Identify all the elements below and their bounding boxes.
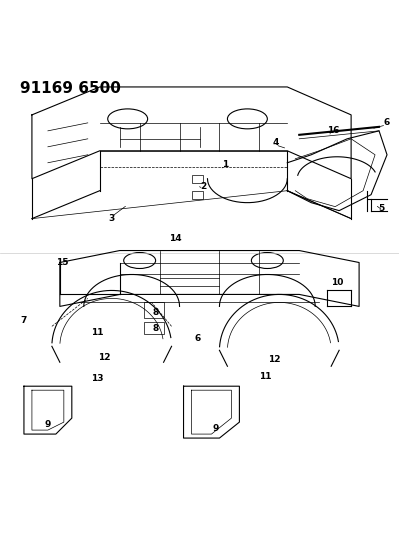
Text: 13: 13: [91, 374, 104, 383]
Text: 9: 9: [212, 424, 219, 433]
Text: 14: 14: [169, 234, 182, 243]
Text: 3: 3: [109, 214, 115, 223]
Text: 2: 2: [200, 182, 207, 191]
Text: 12: 12: [98, 353, 111, 362]
Text: 7: 7: [21, 316, 27, 325]
Bar: [144, 302, 164, 318]
Text: 15: 15: [55, 258, 68, 267]
Bar: [192, 175, 203, 183]
Text: 6: 6: [383, 118, 389, 127]
Text: 16: 16: [327, 126, 340, 135]
Text: 1: 1: [222, 160, 229, 169]
Bar: [144, 322, 164, 334]
Text: 11: 11: [259, 372, 272, 381]
Text: 9: 9: [45, 419, 51, 429]
Text: 8: 8: [152, 324, 159, 333]
Text: 8: 8: [152, 308, 159, 317]
Text: 11: 11: [91, 328, 104, 337]
Text: 91169 6500: 91169 6500: [20, 81, 121, 96]
Text: 10: 10: [331, 278, 344, 287]
Text: 4: 4: [272, 138, 279, 147]
Text: 5: 5: [378, 204, 384, 213]
Text: 12: 12: [268, 354, 281, 364]
Bar: [192, 191, 203, 199]
Text: 6: 6: [194, 334, 201, 343]
